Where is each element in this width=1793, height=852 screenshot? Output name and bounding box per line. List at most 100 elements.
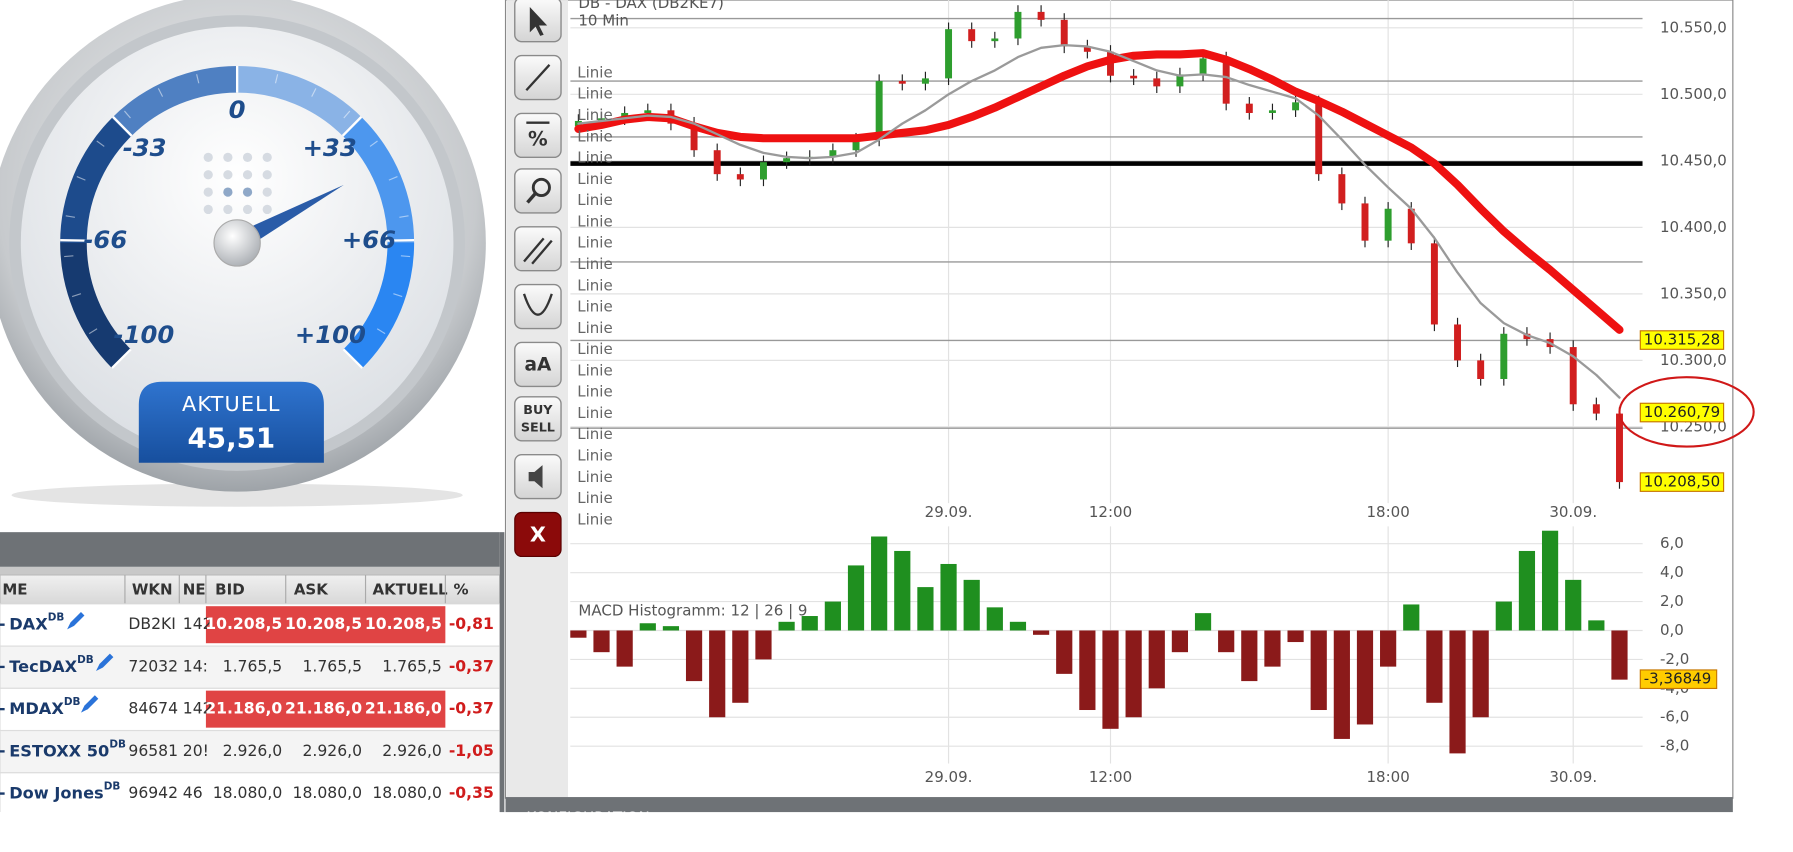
- histogram-bar: [1357, 630, 1373, 724]
- table-cell: 14:: [183, 657, 208, 675]
- histogram-bar: [1473, 630, 1489, 717]
- histogram-bar: [1195, 613, 1211, 630]
- name-text: Dow Jones: [9, 783, 103, 802]
- gauge-tick-label: -100: [114, 320, 175, 349]
- table-cell: 21.186,0: [205, 700, 282, 718]
- candle-body: [945, 29, 952, 78]
- table-cell: 2.926,0: [382, 742, 442, 760]
- line-label: Linie: [577, 447, 612, 465]
- y-tick-label: 2,0: [1660, 592, 1684, 610]
- histogram-bar: [871, 536, 887, 630]
- histogram-bar: [940, 564, 956, 631]
- histogram-bar: [1403, 604, 1419, 630]
- histogram-bar: [825, 602, 841, 631]
- instrument-name: Dow JonesDB: [9, 781, 120, 802]
- histogram-bar: [964, 580, 980, 631]
- table-cell: 21.186,0: [365, 700, 442, 718]
- gauge-tick-label: +66: [342, 225, 396, 254]
- x-tick-label: 12:00: [1089, 768, 1132, 786]
- histogram-bar: [1519, 551, 1535, 631]
- line-label: Linie: [577, 468, 612, 486]
- candle-body: [737, 174, 744, 179]
- histogram-bar: [1496, 602, 1512, 631]
- line-label: Linie: [577, 404, 612, 422]
- histogram-bar: [1334, 630, 1350, 738]
- gauge-tick-label: +33: [303, 133, 357, 162]
- column-header: BID: [215, 580, 245, 598]
- column-header: %: [453, 580, 468, 598]
- tool-buy-label: BUY: [523, 402, 553, 417]
- table-cell: DB2KI: [128, 615, 176, 633]
- line-label: Linie: [577, 510, 612, 528]
- gauge-minor-tick: [64, 256, 73, 257]
- candle-body: [968, 29, 975, 41]
- histogram-bar: [732, 630, 748, 702]
- gauge-dot: [263, 205, 272, 214]
- histogram-bar: [755, 630, 771, 659]
- column-header: WKN: [132, 580, 173, 598]
- candle-body: [1593, 404, 1600, 413]
- candle-body: [714, 150, 721, 174]
- histogram-bar: [848, 565, 864, 630]
- histogram-bar: [1241, 630, 1257, 681]
- table-cell: 1.765,5: [302, 657, 362, 675]
- histogram-bar: [1264, 630, 1280, 666]
- gauge-dot: [204, 205, 213, 214]
- table-cell: 2.926,0: [302, 742, 362, 760]
- histogram-bar: [1010, 622, 1026, 631]
- histogram-bar: [593, 630, 609, 652]
- gauge-dot: [204, 187, 213, 196]
- x-tick-label: 18:00: [1366, 503, 1409, 521]
- y-tick-label: 4,0: [1660, 563, 1684, 581]
- histogram-bar: [1149, 630, 1165, 688]
- line-label: Linie: [577, 191, 612, 209]
- histogram-bar: [663, 626, 679, 630]
- name-sup: DB: [109, 738, 126, 750]
- tool-text-label: aA: [524, 355, 551, 376]
- y-tick-label: -8,0: [1660, 737, 1689, 755]
- histogram-bar: [1056, 630, 1072, 673]
- tool-zoom[interactable]: [515, 169, 561, 213]
- table-cell: -0,37: [449, 657, 494, 675]
- candle-body: [1454, 324, 1461, 360]
- candle-body: [1153, 78, 1160, 86]
- line-label: Linie: [577, 319, 612, 337]
- macd-title: MACD Histogramm: 12 | 26 | 9: [578, 601, 807, 619]
- table-cell: -0,81: [449, 615, 494, 633]
- candle-body: [1362, 203, 1369, 240]
- tool-curve[interactable]: [515, 285, 561, 329]
- gauge-dot: [204, 153, 213, 162]
- line-label: Linie: [577, 489, 612, 507]
- y-tick-label: 6,0: [1660, 534, 1684, 552]
- histogram-bar: [570, 630, 586, 637]
- tool-channel[interactable]: [515, 227, 561, 271]
- value-tag-label: -3,36849: [1644, 670, 1712, 688]
- histogram-bar: [1311, 630, 1327, 710]
- gauge-dot: [223, 170, 232, 179]
- tool-sell-label: SELL: [521, 420, 555, 435]
- candle-body: [991, 38, 998, 41]
- line-label: Linie: [577, 276, 612, 294]
- price-tag-label: 10.260,79: [1644, 403, 1720, 421]
- gauge-dot: [243, 153, 252, 162]
- table-cell: 72032: [128, 657, 178, 675]
- histogram-bar: [894, 551, 910, 631]
- histogram-bar: [1218, 630, 1234, 652]
- candle-body: [760, 162, 767, 179]
- candle-body: [1408, 209, 1415, 244]
- histogram-bar: [1126, 630, 1142, 717]
- histogram-bar: [1102, 630, 1118, 728]
- chart-title: DB - DAX (DB2KE7): [578, 0, 723, 12]
- line-label: Linie: [577, 425, 612, 443]
- y-tick-label: 10.400,0: [1660, 218, 1727, 236]
- table-cell: 96581: [128, 742, 178, 760]
- table-cell: 1.765,5: [223, 657, 283, 675]
- table-cell: 2.926,0: [223, 742, 283, 760]
- name-sup: DB: [104, 781, 121, 793]
- gauge-dot: [223, 153, 232, 162]
- page-bottom: [0, 812, 1793, 848]
- x-tick-label: 30.09.: [1549, 503, 1597, 521]
- line-label: Linie: [577, 255, 612, 273]
- gauge-dot: [243, 187, 252, 196]
